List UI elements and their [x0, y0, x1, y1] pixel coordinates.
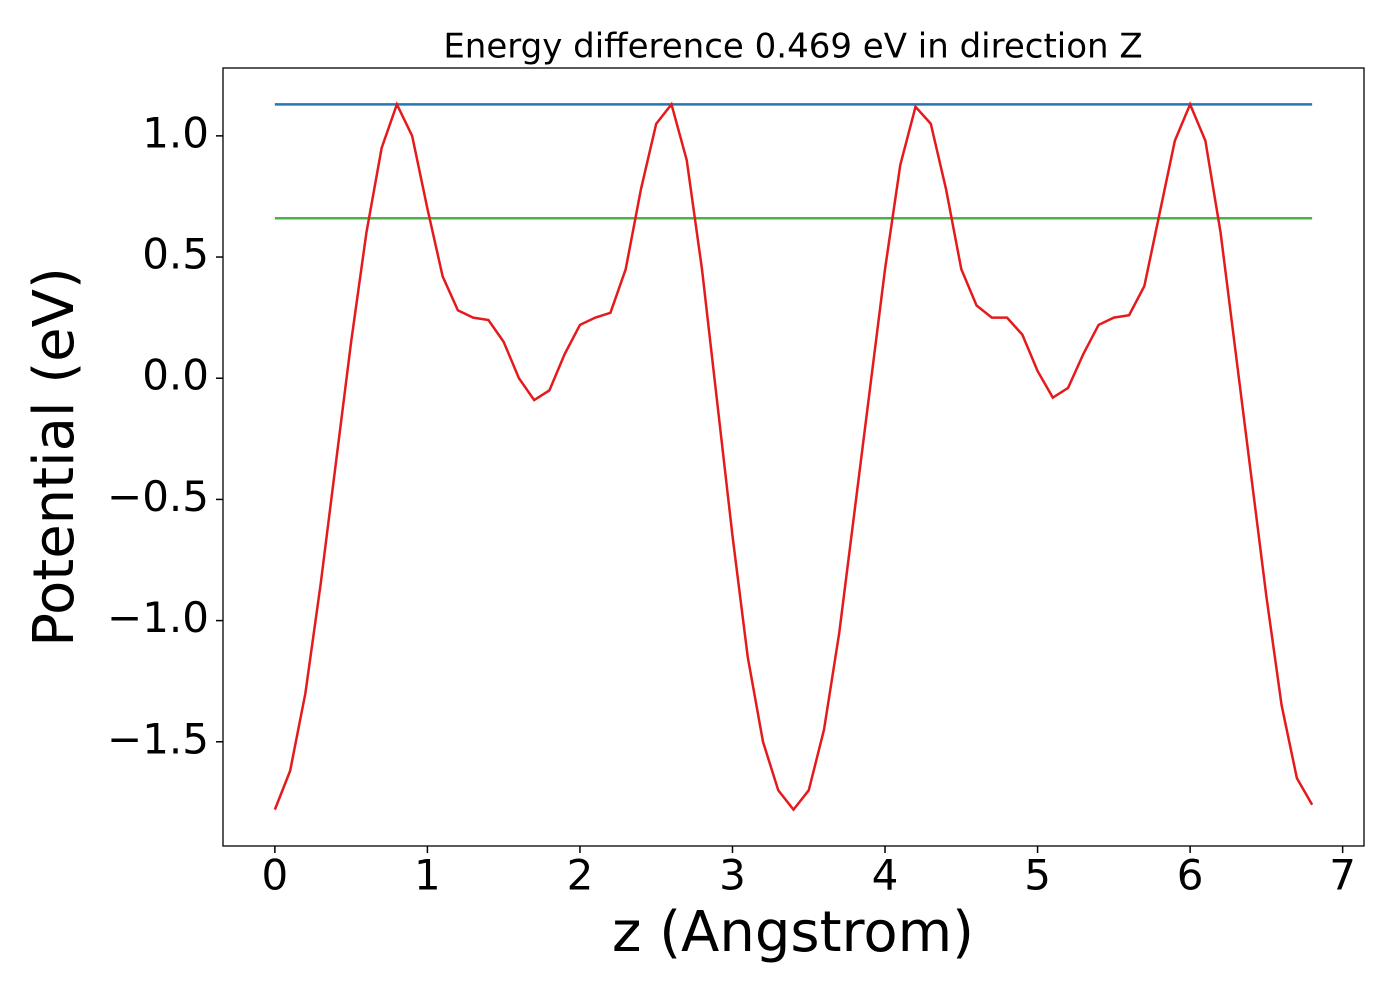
y-tick-label: −1.0 [107, 593, 209, 642]
x-tick-label: 1 [414, 851, 441, 900]
x-tick-label: 0 [261, 851, 288, 900]
x-tick-label: 7 [1329, 851, 1356, 900]
x-tick-label: 4 [872, 851, 899, 900]
x-tick-label: 5 [1024, 851, 1051, 900]
plot-frame [222, 67, 1365, 847]
chart-title: Energy difference 0.469 eV in direction … [443, 27, 1142, 67]
x-tick-label: 3 [719, 851, 746, 900]
data-line [273, 101, 1314, 812]
y-tick-label: 0.0 [142, 351, 209, 400]
y-tick-label: −1.5 [107, 714, 209, 763]
x-tick-label: 6 [1177, 851, 1204, 900]
y-tick-label: 1.0 [142, 108, 209, 157]
x-tick-label: 2 [567, 851, 594, 900]
y-tick-label: 0.5 [142, 230, 209, 279]
x-axis-label: z (Angstrom) [612, 900, 974, 965]
y-tick-label: −0.5 [107, 472, 209, 521]
y-axis-label: Potential (eV) [22, 267, 87, 647]
